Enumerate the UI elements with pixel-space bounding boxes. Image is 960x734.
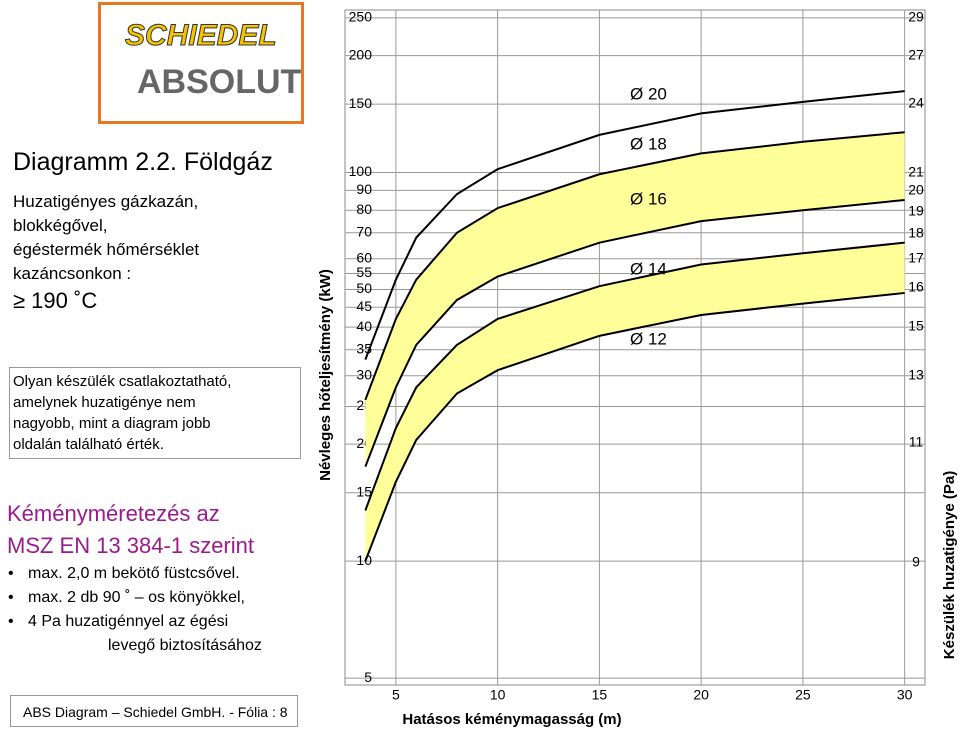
y2-tick-label: 19	[908, 203, 924, 219]
section: Kéményméretezés az MSZ EN 13 384-1 szerin…	[7, 498, 254, 562]
intro-line: égéstermék hőmérséklet	[13, 240, 200, 259]
bullets: • max. 2,0 m bekötő füstcsővel. • max. 2 db…	[8, 562, 262, 658]
y2-tick-label: 27	[908, 47, 924, 63]
bullet-continuation: levegő biztosításához	[108, 637, 262, 654]
curve	[364, 241, 905, 511]
brand: SCHIEDEL	[125, 19, 278, 53]
note-line: oldalán található érték.	[13, 436, 164, 453]
y-tick-label: 30	[356, 366, 372, 382]
y2-tick-label: 18	[908, 225, 924, 241]
title: Diagramm 2.2. Földgáz	[13, 148, 273, 176]
y-tick-label: 45	[356, 298, 372, 314]
curve-label: Ø 12	[630, 329, 667, 348]
curve	[364, 198, 905, 468]
section-line: MSZ EN 13 384-1 szerint	[7, 533, 254, 558]
footer: ABS Diagram – Schiedel GmbH. - Fólia : 8	[10, 695, 298, 727]
curve-label: Ø 18	[630, 134, 667, 153]
y-tick-label: 250	[349, 9, 373, 25]
y2-tick-label: 9	[912, 554, 920, 570]
y2-tick-label: 20	[908, 182, 924, 198]
y-tick-label: 150	[349, 95, 373, 111]
curve-label: Ø 14	[630, 259, 667, 278]
section-line: Kéményméretezés az	[7, 501, 220, 526]
intro-line: blokkégővel,	[13, 216, 108, 235]
y-tick-label: 60	[356, 249, 372, 265]
x-tick-label: 30	[897, 687, 913, 703]
y-tick-label: 70	[356, 223, 372, 239]
intro-line: kazáncsonkon :	[13, 264, 132, 283]
logo: SCHIEDEL ABSOLUT	[98, 2, 304, 124]
product: ABSOLUT	[137, 63, 302, 101]
y-tick-label: 15	[356, 483, 372, 499]
y2-tick-label: 11	[909, 434, 924, 450]
y-tick-label: 50	[356, 280, 372, 296]
curve	[364, 90, 905, 361]
y2-tick-label: 24	[908, 95, 924, 111]
intro: Huzatigényes gázkazán, blokkégővel, égéste…	[13, 190, 199, 286]
band	[365, 242, 905, 562]
x-tick-label: 5	[392, 687, 400, 703]
x-tick-label: 10	[490, 687, 506, 703]
y-tick-label: 80	[356, 201, 372, 217]
y-axis-label: Névleges hőteljesítmény (kW)	[317, 269, 334, 481]
x-tick-label: 20	[693, 687, 709, 703]
y-tick-label: 5	[364, 669, 372, 685]
y2-tick-label: 29	[908, 9, 924, 25]
y2-tick-label: 13	[908, 367, 924, 383]
y2-tick-label: 21	[908, 164, 924, 180]
band	[365, 132, 905, 467]
x-tick-label: 25	[795, 687, 811, 703]
bullet: • max. 2 db 90 ˚ – os könyökkel,	[8, 589, 245, 606]
note-line: nagyobb, mint a diagram jobb	[13, 415, 211, 432]
y2-axis-label: Készülék huzatigénye (Pa)	[941, 471, 958, 659]
intro-line: Huzatigényes gázkazán,	[13, 192, 199, 211]
note-box: Olyan készülék csatlakoztatható, amelynek…	[9, 367, 301, 459]
y-tick-label: 40	[356, 318, 372, 334]
y2-tick-label: 15	[908, 318, 924, 334]
y2-tick-label: 17	[908, 250, 924, 266]
y-tick-label: 10	[356, 552, 372, 568]
y-tick-label: 55	[356, 264, 372, 280]
y-tick-label: 90	[356, 181, 372, 197]
bullet: • 4 Pa huzatigénnyel az égési	[8, 613, 229, 630]
y-tick-label: 100	[349, 163, 373, 179]
bullet: • max. 2,0 m bekötő füstcsővel.	[8, 565, 240, 582]
note-line: Olyan készülék csatlakoztatható,	[13, 373, 232, 390]
temperature: ≥ 190 ˚C	[13, 288, 98, 313]
curve-label: Ø 20	[630, 84, 667, 103]
x-axis-label: Hatásos kéménymagasság (m)	[402, 711, 621, 728]
curve	[364, 291, 905, 562]
note-line: amelynek huzatigénye nem	[13, 394, 196, 411]
x-tick-label: 15	[592, 687, 608, 703]
y2-tick-label: 16	[908, 279, 924, 295]
curve	[364, 131, 905, 401]
plot-area	[344, 9, 926, 686]
curve-label: Ø 16	[630, 189, 667, 208]
y-tick-label: 200	[349, 46, 373, 62]
